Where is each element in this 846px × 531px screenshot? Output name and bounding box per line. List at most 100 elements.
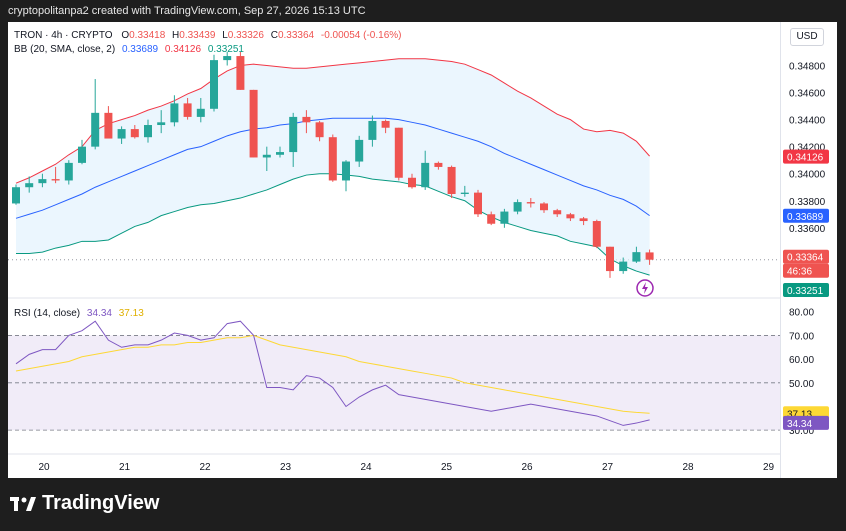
candle-body	[487, 214, 496, 224]
candle-body	[474, 192, 482, 215]
candle	[130, 125, 139, 139]
low-label: L	[222, 30, 228, 41]
brand-name: TradingView	[42, 492, 160, 514]
high-label: H	[172, 30, 180, 41]
rsi-value: 34.34	[86, 308, 112, 319]
close-price-tag: 0.33364	[783, 249, 829, 264]
candle	[513, 199, 522, 215]
candle-body	[500, 211, 509, 224]
bb-legend: BB (20, SMA, close, 2) 0.33689 0.34126 0…	[14, 44, 244, 55]
rsi-tag-text: 34.34	[787, 419, 812, 430]
candle	[183, 97, 192, 120]
candle	[262, 146, 271, 171]
price-axis-svg: 0.34800 0.34600 0.34400 0.34200 0.34000 0.338…	[783, 62, 829, 437]
candle-body	[606, 246, 614, 272]
candle	[25, 176, 34, 193]
candle	[342, 160, 350, 192]
rsi-label: RSI (14, close)	[14, 308, 81, 319]
candle-body	[289, 116, 298, 153]
time-label: 24	[360, 462, 372, 473]
lower-band-tag-text: 0.33251	[787, 286, 824, 297]
candle-body	[540, 203, 548, 211]
basis-tag-text: 0.33689	[787, 212, 824, 223]
candle	[170, 95, 179, 127]
candle	[394, 127, 403, 181]
alert-icon	[636, 279, 654, 297]
candle-body	[434, 162, 443, 167]
candle-body	[421, 162, 430, 188]
candle	[289, 112, 298, 167]
upper-band-tag-text: 0.34126	[787, 153, 824, 164]
candle	[408, 173, 416, 189]
tradingview-logo-icon	[10, 496, 36, 511]
rsi-axis-label: 30.00	[789, 426, 814, 437]
candle-body	[342, 161, 350, 181]
candle-body	[632, 252, 641, 262]
candle	[64, 160, 73, 185]
price-label: 0.33800	[789, 197, 826, 208]
candle	[500, 208, 509, 228]
candle-body	[236, 56, 245, 90]
tradingview-logo: TradingView	[10, 492, 159, 515]
upper-band-tag-bg	[783, 149, 829, 164]
candle-body	[302, 116, 311, 123]
candle-body	[526, 202, 535, 204]
candle	[223, 52, 232, 66]
time-label: 20	[38, 462, 50, 473]
header-bar: cryptopolitanpa2 created with TradingVie…	[0, 0, 846, 22]
candle	[210, 54, 218, 112]
candle	[368, 115, 377, 147]
candle-body	[249, 89, 258, 158]
candle-body	[144, 125, 152, 138]
candle-body	[579, 218, 588, 222]
candle	[157, 110, 166, 134]
rsi-line	[15, 320, 650, 426]
candle	[236, 52, 245, 90]
price-label: 0.34000	[789, 170, 826, 181]
change-value: -0.00054 (-0.16%)	[320, 30, 402, 41]
candle-body	[447, 166, 456, 194]
candle	[619, 257, 628, 274]
candle-body	[117, 129, 126, 139]
candle-body	[315, 122, 324, 138]
bb-lower-value: 0.33251	[207, 44, 244, 55]
candle-body	[276, 152, 284, 155]
candle	[579, 216, 588, 226]
basis-tag-bg	[783, 208, 829, 223]
price-label: 0.33600	[789, 224, 826, 235]
open-value: 0.33418	[129, 30, 166, 41]
price-label: 0.34400	[789, 116, 826, 127]
candle	[381, 119, 390, 134]
candle-body	[183, 103, 192, 117]
candle	[196, 97, 205, 123]
candle	[249, 89, 258, 158]
candle-body	[12, 187, 20, 204]
candle-body	[196, 108, 205, 117]
candle	[104, 106, 113, 139]
basis-tag: 0.33689	[783, 208, 829, 223]
high-value: 0.33439	[179, 30, 216, 41]
time-label: 23	[280, 462, 292, 473]
candle-body	[38, 179, 47, 184]
candle-body	[130, 129, 139, 138]
currency-button[interactable]: USD	[790, 28, 824, 46]
bb-label: BB (20, SMA, close, 2)	[14, 44, 116, 55]
candle	[38, 173, 47, 188]
bb-upper-value: 0.34126	[164, 44, 202, 55]
candle-body	[381, 120, 390, 128]
candle-body	[566, 214, 575, 219]
price-legend: TRON · 4h · CRYPTO O0.33418 H0.33439 L0.…	[14, 30, 402, 41]
time-label: 28	[682, 462, 694, 473]
close-price-tag-bg	[783, 249, 829, 264]
time-label: 27	[602, 462, 614, 473]
rsi-axis-label: 80.00	[789, 308, 814, 319]
rsi-ma-value: 37.13	[118, 308, 144, 319]
candle	[526, 198, 535, 208]
candle	[12, 184, 20, 205]
candle-body	[368, 120, 377, 140]
chart-area[interactable]: 20 21 22 23 24 25 26 27 28 29	[8, 22, 780, 478]
price-axis[interactable]: 0.34800 0.34600 0.34400 0.34200 0.34000 0.338…	[780, 22, 837, 478]
candle	[144, 119, 152, 143]
candle	[460, 185, 469, 197]
countdown-tag-bg	[783, 263, 829, 278]
